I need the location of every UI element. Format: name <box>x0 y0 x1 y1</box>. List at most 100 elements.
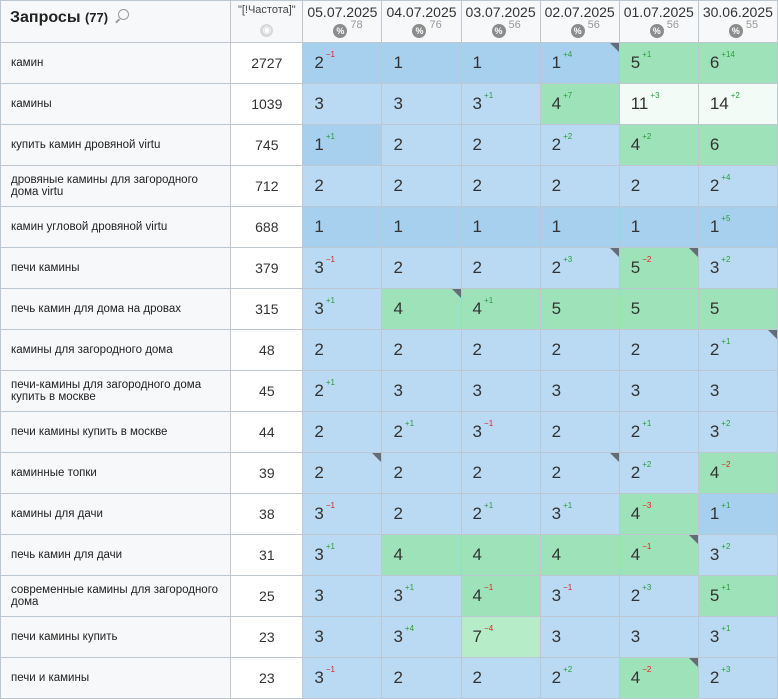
position-cell[interactable]: 3 +1 <box>302 288 383 330</box>
query-cell[interactable]: печи камины <box>0 247 232 289</box>
position-cell[interactable]: 5 <box>697 288 778 330</box>
date-header[interactable]: 02.07.2025% 56 <box>539 0 620 43</box>
position-cell[interactable]: 2 −1 <box>302 42 383 84</box>
position-cell[interactable]: 3 <box>539 370 620 412</box>
position-cell[interactable]: 3 <box>618 616 699 658</box>
position-cell[interactable]: 2 <box>302 329 383 371</box>
date-header[interactable]: 30.06.2025% 55 <box>697 0 778 43</box>
position-cell[interactable]: 2 <box>381 165 462 207</box>
position-cell[interactable]: 3 <box>302 575 383 617</box>
position-cell[interactable]: 3 +2 <box>697 247 778 289</box>
position-cell[interactable]: 1 +4 <box>539 42 620 84</box>
query-cell[interactable]: камины для дачи <box>0 493 232 535</box>
date-header[interactable]: 05.07.2025% 78 <box>302 0 383 43</box>
position-cell[interactable]: 3 <box>460 370 541 412</box>
position-cell[interactable]: 5 <box>618 288 699 330</box>
position-cell[interactable]: 3 −1 <box>539 575 620 617</box>
position-cell[interactable]: 3 +2 <box>697 534 778 576</box>
position-cell[interactable]: 1 <box>460 42 541 84</box>
position-cell[interactable]: 4 +1 <box>460 288 541 330</box>
date-header[interactable]: 04.07.2025% 76 <box>381 0 462 43</box>
position-cell[interactable]: 14 +2 <box>697 83 778 125</box>
position-cell[interactable]: 3 −1 <box>302 247 383 289</box>
position-cell[interactable]: 11 +3 <box>618 83 699 125</box>
position-cell[interactable]: 3 <box>697 370 778 412</box>
position-cell[interactable]: 2 <box>539 411 620 453</box>
note-marker[interactable] <box>372 453 381 462</box>
position-cell[interactable]: 2 <box>539 452 620 494</box>
note-marker[interactable] <box>609 43 619 52</box>
position-cell[interactable]: 4 −2 <box>697 452 778 494</box>
position-cell[interactable]: 4 +7 <box>539 83 620 125</box>
position-cell[interactable]: 4 <box>460 534 541 576</box>
position-cell[interactable]: 5 +1 <box>697 575 778 617</box>
position-cell[interactable]: 5 <box>539 288 620 330</box>
position-cell[interactable]: 3 +1 <box>697 616 778 658</box>
position-cell[interactable]: 1 <box>381 206 462 248</box>
position-cell[interactable]: 3 +1 <box>302 534 383 576</box>
position-cell[interactable]: 4 −3 <box>618 493 699 535</box>
position-cell[interactable]: 2 +1 <box>302 370 383 412</box>
position-cell[interactable]: 2 <box>460 124 541 166</box>
position-cell[interactable]: 3 +1 <box>381 575 462 617</box>
position-cell[interactable]: 3 +1 <box>539 493 620 535</box>
position-cell[interactable]: 2 <box>539 165 620 207</box>
position-cell[interactable]: 2 <box>381 247 462 289</box>
note-marker[interactable] <box>609 453 619 462</box>
percent-icon[interactable]: % <box>570 24 585 38</box>
query-cell[interactable]: камин <box>0 42 232 84</box>
position-cell[interactable]: 4 −1 <box>618 534 699 576</box>
position-cell[interactable]: 2 <box>381 329 462 371</box>
query-cell[interactable]: камины для загородного дома <box>0 329 232 371</box>
position-cell[interactable]: 2 <box>302 411 383 453</box>
position-cell[interactable]: 1 <box>539 206 620 248</box>
query-cell[interactable]: печи-камины для загородного дома купить … <box>0 370 232 412</box>
percent-icon[interactable]: % <box>333 24 348 38</box>
query-cell[interactable]: печь камин для дома на дровах <box>0 288 232 330</box>
note-marker[interactable] <box>768 330 777 339</box>
position-cell[interactable]: 1 <box>460 206 541 248</box>
position-cell[interactable]: 2 +1 <box>381 411 462 453</box>
position-cell[interactable]: 3 <box>302 83 383 125</box>
frequency-header[interactable]: "[!Частота]" ◉ <box>230 0 304 43</box>
position-cell[interactable]: 3 −1 <box>460 411 541 453</box>
date-header[interactable]: 03.07.2025% 56 <box>460 0 541 43</box>
note-marker[interactable] <box>688 658 698 667</box>
position-cell[interactable]: 4 <box>539 534 620 576</box>
position-cell[interactable]: 1 +5 <box>697 206 778 248</box>
position-cell[interactable]: 2 +1 <box>460 493 541 535</box>
query-cell[interactable]: печь камин для дачи <box>0 534 232 576</box>
position-cell[interactable]: 3 +2 <box>697 411 778 453</box>
position-cell[interactable]: 2 <box>460 165 541 207</box>
search-icon[interactable] <box>117 9 129 20</box>
position-cell[interactable]: 4 <box>381 534 462 576</box>
position-cell[interactable]: 2 +4 <box>697 165 778 207</box>
position-cell[interactable]: 2 +3 <box>618 575 699 617</box>
position-cell[interactable]: 4 −2 <box>618 657 699 699</box>
position-cell[interactable]: 2 <box>381 493 462 535</box>
position-cell[interactable]: 3 <box>381 370 462 412</box>
position-cell[interactable]: 2 +3 <box>697 657 778 699</box>
query-cell[interactable]: печи и камины <box>0 657 232 699</box>
query-cell[interactable]: каминные топки <box>0 452 232 494</box>
position-cell[interactable]: 2 +2 <box>539 124 620 166</box>
position-cell[interactable]: 2 +1 <box>618 411 699 453</box>
note-marker[interactable] <box>688 248 698 257</box>
query-cell[interactable]: печи камины купить <box>0 616 232 658</box>
position-cell[interactable]: 2 <box>539 329 620 371</box>
position-cell[interactable]: 2 <box>618 165 699 207</box>
position-cell[interactable]: 6 +14 <box>697 42 778 84</box>
position-cell[interactable]: 2 +1 <box>697 329 778 371</box>
note-marker[interactable] <box>609 248 619 257</box>
queries-header[interactable]: Запросы (77) <box>0 0 232 43</box>
position-cell[interactable]: 2 <box>302 452 383 494</box>
query-cell[interactable]: дровяные камины для загородного дома vir… <box>0 165 232 207</box>
position-cell[interactable]: 1 +1 <box>302 124 383 166</box>
query-cell[interactable]: современные камины для загородного дома <box>0 575 232 617</box>
note-marker[interactable] <box>451 289 461 298</box>
position-cell[interactable]: 2 +2 <box>618 452 699 494</box>
position-cell[interactable]: 3 −1 <box>302 493 383 535</box>
position-cell[interactable]: 3 −1 <box>302 657 383 699</box>
query-cell[interactable]: купить камин дровяной virtu <box>0 124 232 166</box>
query-cell[interactable]: печи камины купить в москве <box>0 411 232 453</box>
